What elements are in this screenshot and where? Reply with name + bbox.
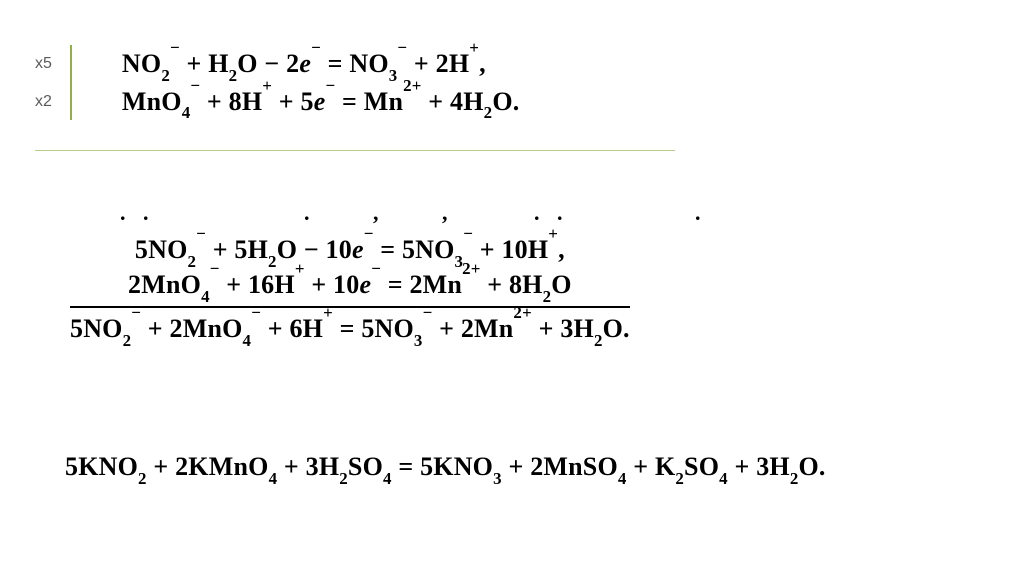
half-reaction-block: x5 x2 NO2− + H2O − 2e− = NO3− + 2H+, MnO… <box>35 45 519 120</box>
combined-line-2: 2MnO4− + 16H+ + 10e− = 2Mn2+ + 8H2O <box>70 267 630 302</box>
cropped-text-fragment: . . . , , . . . <box>120 200 820 226</box>
multiplier-5: x5 <box>35 55 52 73</box>
half-reaction-lines: NO2− + H2O − 2e− = NO3− + 2H+, MnO4− + 8… <box>122 45 520 120</box>
page: x5 x2 NO2− + H2O − 2e− = NO3− + 2H+, MnO… <box>0 0 1024 574</box>
fragment-dots: . . . , , . . . <box>120 200 707 226</box>
summation-rule <box>70 306 630 308</box>
final-molecular-equation: 5KNO2 + 2KMnO4 + 3H2SO4 = 5KNO3 + 2MnSO4… <box>65 448 826 486</box>
combined-line-1: 5NO2− + 5H2O − 10e− = 5NO3− + 10H+, <box>70 232 630 267</box>
under-rule <box>35 150 675 151</box>
vertical-accent-rule <box>70 45 72 120</box>
half-reaction-reduction: MnO4− + 8H+ + 5e− = Mn2+ + 4H2O. <box>122 83 520 121</box>
multiplier-2: x2 <box>35 93 52 111</box>
combined-ionic-block: 5NO2− + 5H2O − 10e− = 5NO3− + 10H+, 2MnO… <box>70 232 630 348</box>
combined-sum-line: 5NO2− + 2MnO4− + 6H+ = 5NO3− + 2Mn2+ + 3… <box>70 310 630 348</box>
final-equation-block: 5KNO2 + 2KMnO4 + 3H2SO4 = 5KNO3 + 2MnSO4… <box>65 448 826 486</box>
multiplier-column: x5 x2 <box>35 45 70 120</box>
half-reaction-oxidation: NO2− + H2O − 2e− = NO3− + 2H+, <box>122 45 520 83</box>
